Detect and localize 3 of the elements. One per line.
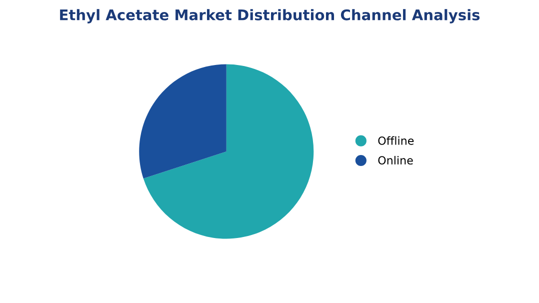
legend-label: Offline [378, 136, 414, 145]
chart-title: Ethyl Acetate Market Distribution Channel Analysis [60, 9, 480, 24]
legend-label: Online [378, 156, 413, 165]
